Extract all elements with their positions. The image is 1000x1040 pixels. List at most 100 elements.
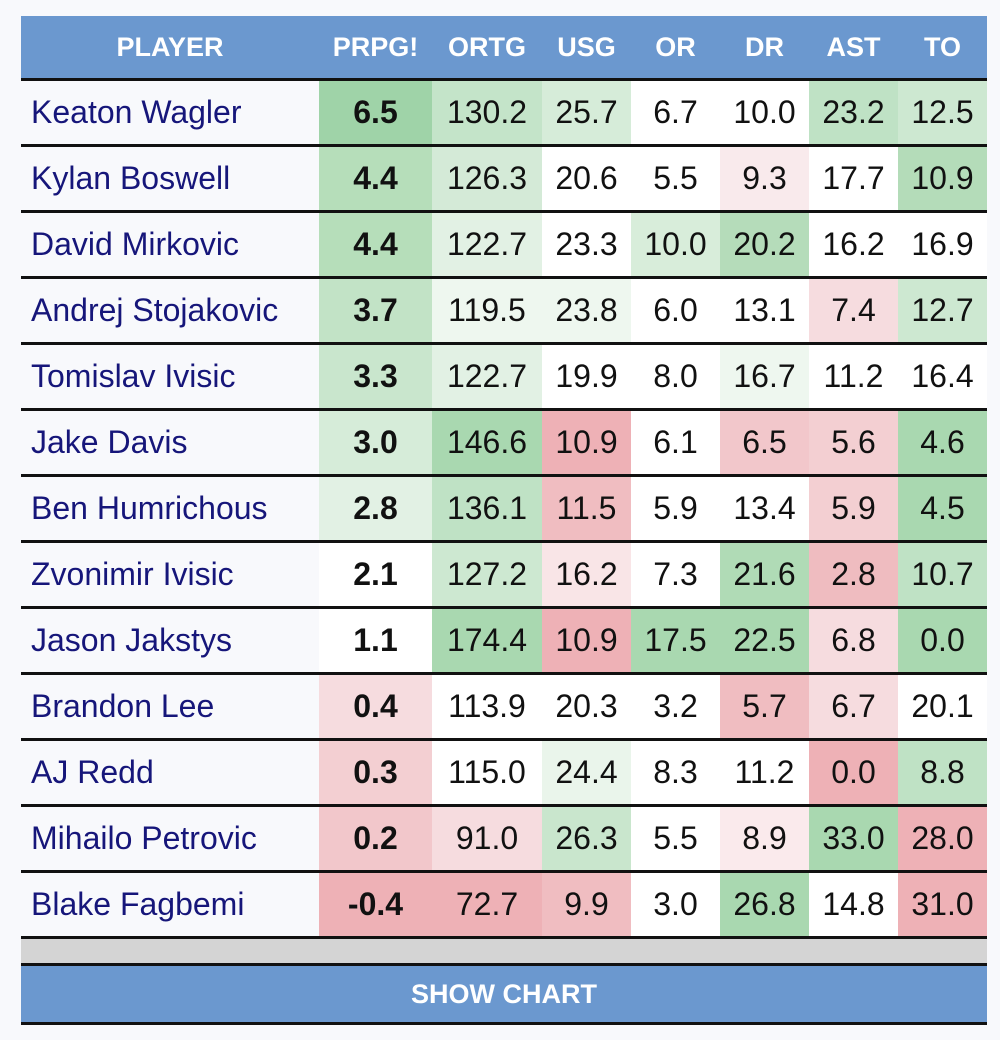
stat-cell-prpg: 0.4 xyxy=(319,673,432,741)
stat-cell-prpg: 3.0 xyxy=(319,409,432,477)
stat-cell-ast: 2.8 xyxy=(809,541,898,609)
player-name-link[interactable]: Blake Fagbemi xyxy=(21,871,319,939)
stat-cell-or: 5.9 xyxy=(631,475,720,543)
player-name-link[interactable]: Zvonimir Ivisic xyxy=(21,541,319,609)
stat-cell-ortg: 174.4 xyxy=(432,607,542,675)
table-row: AJ Redd 0.3 115.0 24.4 8.3 11.2 0.0 8.8 xyxy=(21,739,987,807)
stat-cell-prpg: 3.7 xyxy=(319,277,432,345)
header-ortg[interactable]: ORTG xyxy=(432,16,542,81)
player-name-link[interactable]: Tomislav Ivisic xyxy=(21,343,319,411)
stat-cell-or: 6.7 xyxy=(631,79,720,147)
stat-cell-ortg: 126.3 xyxy=(432,145,542,213)
stat-cell-to: 4.6 xyxy=(898,409,987,477)
stat-cell-ast: 23.2 xyxy=(809,79,898,147)
stat-cell-or: 7.3 xyxy=(631,541,720,609)
stat-cell-ast: 6.7 xyxy=(809,673,898,741)
stat-cell-ortg: 127.2 xyxy=(432,541,542,609)
player-name-link[interactable]: Ben Humrichous xyxy=(21,475,319,543)
stat-cell-or: 5.5 xyxy=(631,805,720,873)
table-row: Mihailo Petrovic 0.2 91.0 26.3 5.5 8.9 33.0 28.… xyxy=(21,805,987,873)
table-separator xyxy=(21,939,987,966)
player-name-link[interactable]: Keaton Wagler xyxy=(21,79,319,147)
player-name-link[interactable]: Brandon Lee xyxy=(21,673,319,741)
stat-cell-usg: 24.4 xyxy=(542,739,631,807)
stat-cell-usg: 23.8 xyxy=(542,277,631,345)
stat-cell-to: 12.5 xyxy=(898,79,987,147)
header-prpg[interactable]: PRPG! xyxy=(319,16,432,81)
stat-cell-usg: 26.3 xyxy=(542,805,631,873)
player-name-link[interactable]: Mihailo Petrovic xyxy=(21,805,319,873)
stat-cell-to: 16.4 xyxy=(898,343,987,411)
stat-cell-prpg: 6.5 xyxy=(319,79,432,147)
stat-cell-to: 4.5 xyxy=(898,475,987,543)
stat-cell-prpg: 3.3 xyxy=(319,343,432,411)
stat-cell-ast: 11.2 xyxy=(809,343,898,411)
header-or[interactable]: OR xyxy=(631,16,720,81)
stat-cell-to: 31.0 xyxy=(898,871,987,939)
stat-cell-prpg: 4.4 xyxy=(319,211,432,279)
stat-cell-or: 8.0 xyxy=(631,343,720,411)
stat-cell-ortg: 122.7 xyxy=(432,343,542,411)
stat-cell-dr: 9.3 xyxy=(720,145,809,213)
show-chart-button[interactable]: SHOW CHART xyxy=(21,966,987,1025)
stat-cell-usg: 25.7 xyxy=(542,79,631,147)
stat-cell-dr: 10.0 xyxy=(720,79,809,147)
stat-cell-prpg: 0.2 xyxy=(319,805,432,873)
stat-cell-ortg: 91.0 xyxy=(432,805,542,873)
stat-cell-ortg: 136.1 xyxy=(432,475,542,543)
player-name-link[interactable]: Jake Davis xyxy=(21,409,319,477)
stat-cell-or: 17.5 xyxy=(631,607,720,675)
stat-cell-usg: 9.9 xyxy=(542,871,631,939)
table-header-row: PLAYER PRPG! ORTG USG OR DR AST TO xyxy=(21,16,987,81)
stat-cell-ast: 5.9 xyxy=(809,475,898,543)
stat-cell-ast: 14.8 xyxy=(809,871,898,939)
stat-cell-dr: 5.7 xyxy=(720,673,809,741)
stat-cell-or: 10.0 xyxy=(631,211,720,279)
stat-cell-usg: 10.9 xyxy=(542,409,631,477)
player-name-link[interactable]: Andrej Stojakovic xyxy=(21,277,319,345)
stat-cell-to: 10.9 xyxy=(898,145,987,213)
stat-cell-to: 20.1 xyxy=(898,673,987,741)
stat-cell-to: 0.0 xyxy=(898,607,987,675)
stats-panel: PLAYER PRPG! ORTG USG OR DR AST TO Keato… xyxy=(21,16,987,1025)
header-to[interactable]: TO xyxy=(898,16,987,81)
header-dr[interactable]: DR xyxy=(720,16,809,81)
table-row: Jake Davis 3.0 146.6 10.9 6.1 6.5 5.6 4.6 xyxy=(21,409,987,477)
stat-cell-usg: 16.2 xyxy=(542,541,631,609)
stat-cell-usg: 11.5 xyxy=(542,475,631,543)
stat-cell-usg: 20.6 xyxy=(542,145,631,213)
stat-cell-or: 6.0 xyxy=(631,277,720,345)
player-name-link[interactable]: Kylan Boswell xyxy=(21,145,319,213)
stat-cell-ortg: 113.9 xyxy=(432,673,542,741)
player-name-link[interactable]: David Mirkovic xyxy=(21,211,319,279)
stat-cell-prpg: -0.4 xyxy=(319,871,432,939)
stat-cell-dr: 8.9 xyxy=(720,805,809,873)
stat-cell-prpg: 2.1 xyxy=(319,541,432,609)
stat-cell-ast: 17.7 xyxy=(809,145,898,213)
stat-cell-dr: 22.5 xyxy=(720,607,809,675)
stat-cell-to: 10.7 xyxy=(898,541,987,609)
stat-cell-dr: 20.2 xyxy=(720,211,809,279)
stat-cell-or: 8.3 xyxy=(631,739,720,807)
header-ast[interactable]: AST xyxy=(809,16,898,81)
stat-cell-usg: 20.3 xyxy=(542,673,631,741)
player-name-link[interactable]: Jason Jakstys xyxy=(21,607,319,675)
stat-cell-ast: 6.8 xyxy=(809,607,898,675)
table-row: Tomislav Ivisic 3.3 122.7 19.9 8.0 16.7 11.2 16… xyxy=(21,343,987,411)
stat-cell-prpg: 1.1 xyxy=(319,607,432,675)
stat-cell-ortg: 72.7 xyxy=(432,871,542,939)
stat-cell-ortg: 115.0 xyxy=(432,739,542,807)
player-name-link[interactable]: AJ Redd xyxy=(21,739,319,807)
stat-cell-or: 3.0 xyxy=(631,871,720,939)
header-usg[interactable]: USG xyxy=(542,16,631,81)
table-row: Kylan Boswell 4.4 126.3 20.6 5.5 9.3 17.7 10.9 xyxy=(21,145,987,213)
stat-cell-dr: 26.8 xyxy=(720,871,809,939)
table-row: Blake Fagbemi -0.4 72.7 9.9 3.0 26.8 14.8 31.0 xyxy=(21,871,987,939)
stat-cell-usg: 19.9 xyxy=(542,343,631,411)
stat-cell-or: 3.2 xyxy=(631,673,720,741)
table-row: Keaton Wagler 6.5 130.2 25.7 6.7 10.0 23.2 12.5 xyxy=(21,79,987,147)
stat-cell-dr: 6.5 xyxy=(720,409,809,477)
stat-cell-dr: 16.7 xyxy=(720,343,809,411)
stat-cell-ortg: 122.7 xyxy=(432,211,542,279)
header-player[interactable]: PLAYER xyxy=(21,16,319,81)
